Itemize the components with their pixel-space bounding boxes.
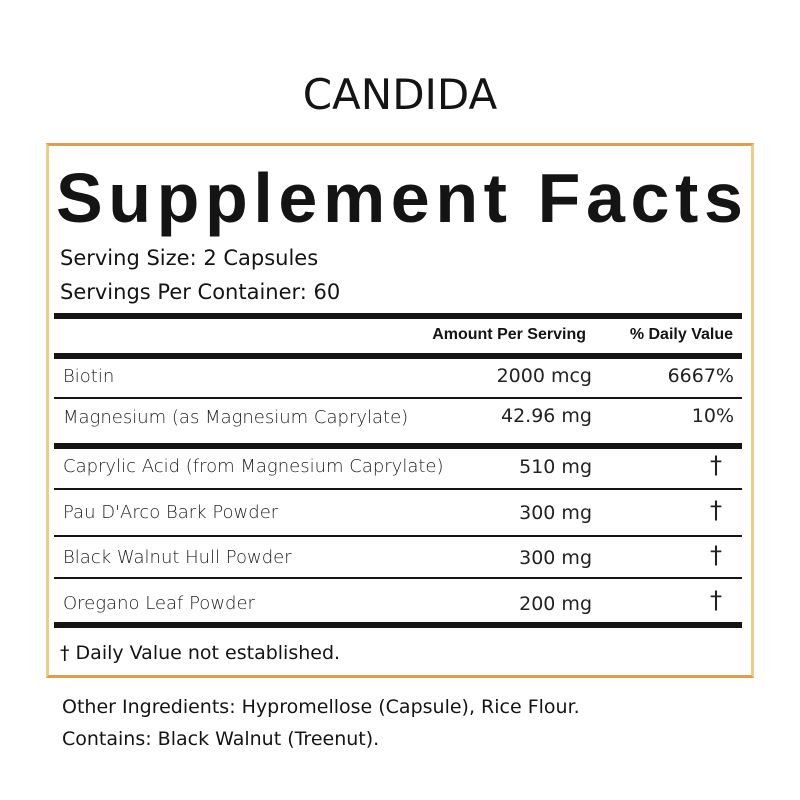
product-title: CANDIDA bbox=[302, 70, 498, 119]
ingredient-amount: 300 mg bbox=[519, 502, 592, 524]
panel-heading: Supplement Facts bbox=[56, 159, 749, 237]
allergen-statement: Contains: Black Walnut (Treenut). bbox=[62, 728, 380, 750]
divider bbox=[54, 577, 742, 579]
ingredient-name: Pau D'Arco Bark Powder bbox=[63, 502, 279, 523]
ingredient-amount: 200 mg bbox=[519, 593, 592, 615]
dagger-symbol: † bbox=[710, 586, 722, 614]
ingredient-amount: 42.96 mg bbox=[500, 405, 592, 427]
ingredient-name: Caprylic Acid (from Magnesium Caprylate) bbox=[63, 456, 444, 477]
serving-size: Serving Size: 2 Capsules bbox=[60, 246, 319, 270]
divider bbox=[54, 397, 742, 399]
divider bbox=[54, 535, 742, 537]
supplement-facts-panel bbox=[46, 143, 754, 678]
ingredient-name: Magnesium (as Magnesium Caprylate) bbox=[63, 407, 409, 428]
ingredient-amount: 2000 mcg bbox=[496, 365, 592, 387]
dagger-symbol: † bbox=[710, 496, 722, 524]
ingredient-daily-value: 6667% bbox=[667, 365, 734, 387]
servings-per-container: Servings Per Container: 60 bbox=[60, 280, 341, 304]
daily-value-column-header: % Daily Value bbox=[629, 326, 733, 343]
divider bbox=[54, 313, 742, 319]
footnote: † Daily Value not established. bbox=[60, 642, 341, 664]
ingredient-name: Biotin bbox=[63, 366, 115, 387]
ingredient-daily-value: 10% bbox=[691, 405, 734, 427]
ingredient-name: Oregano Leaf Powder bbox=[63, 593, 255, 614]
divider bbox=[54, 488, 742, 490]
other-ingredients: Other Ingredients: Hypromellose (Capsule… bbox=[62, 696, 580, 718]
divider bbox=[54, 353, 742, 359]
ingredient-name: Black Walnut Hull Powder bbox=[63, 547, 292, 568]
dagger-symbol: † bbox=[710, 541, 722, 569]
amount-column-header: Amount Per Serving bbox=[432, 326, 586, 343]
divider bbox=[54, 622, 742, 628]
divider bbox=[54, 443, 742, 449]
ingredient-amount: 300 mg bbox=[519, 547, 592, 569]
dagger-symbol: † bbox=[710, 451, 722, 479]
ingredient-amount: 510 mg bbox=[519, 456, 592, 478]
